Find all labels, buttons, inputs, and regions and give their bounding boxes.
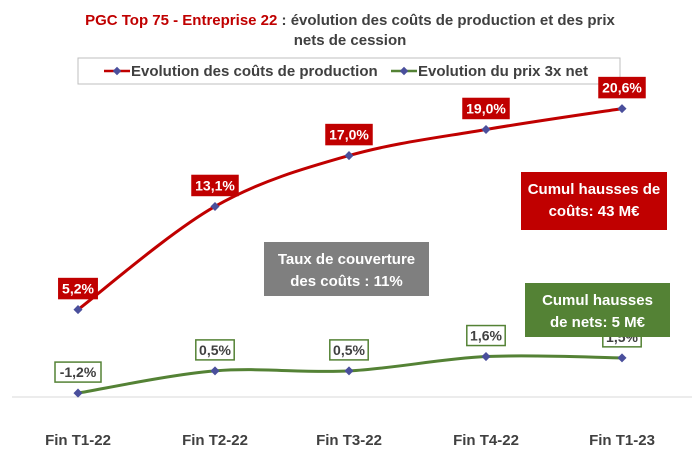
chart-title-line2: nets de cession [294, 32, 407, 49]
series-0-label-box-4 [598, 76, 646, 99]
legend-entry-1: Evolution du prix 3x net [418, 63, 588, 80]
series-1-label-box-0 [54, 361, 102, 383]
series-0-point-4 [617, 104, 627, 114]
series-0-label-3: 19,0% [466, 100, 506, 116]
series-0-point-2 [344, 151, 354, 161]
series-line-0 [76, 107, 624, 312]
series-1-label-box-2 [329, 339, 369, 361]
legend-marker-0 [112, 66, 122, 76]
series-line-1 [76, 354, 624, 395]
annotation-coverage-line-1: des coûts : 11% [290, 273, 403, 290]
series-0-label-0: 5,2% [62, 281, 94, 297]
series-1-label-3: 1,6% [470, 328, 502, 344]
series-0-label-box-3 [462, 97, 510, 120]
series-1-label-2: 0,5% [333, 342, 365, 358]
series-1-point-2 [344, 366, 354, 376]
annotation-cost-line-1: coûts: 43 M€ [549, 203, 641, 220]
annotation-coverage-line-0: Taux de couverture [278, 251, 415, 268]
category-label-3: Fin T4-22 [453, 432, 519, 449]
series-1-point-1 [210, 366, 220, 376]
chart-title-line1: PGC Top 75 - Entreprise 22 : évolution d… [85, 12, 615, 29]
legend-entry-0: Evolution des coûts de production [131, 63, 378, 80]
legend: Evolution des coûts de production Evoluti… [77, 57, 621, 85]
category-label-2: Fin T3-22 [316, 432, 382, 449]
series-0-label-box-1 [191, 174, 239, 197]
series-0-point-3 [481, 124, 491, 135]
annotation-cost-line-0: Cumul hausses de [528, 181, 661, 198]
legend-box [77, 57, 621, 85]
series-layer [73, 104, 627, 398]
annotation-nets-line-0: Cumul hausses [542, 292, 653, 309]
series-0-label-1: 13,1% [195, 177, 235, 193]
series-1-label-0: -1,2% [60, 364, 97, 380]
category-labels: Fin T1-22 Fin T2-22 Fin T3-22 Fin T4-22 Fin … [45, 432, 655, 449]
series-1-label-box-1 [195, 339, 235, 361]
annotation-nets-line-1: de nets: 5 M€ [550, 314, 646, 331]
series-1-point-4 [617, 353, 627, 363]
category-label-4: Fin T1-23 [589, 432, 655, 449]
series-0-label-box-0 [58, 277, 98, 300]
series-1-point-3 [481, 352, 491, 362]
annotations-layer: Cumul hausses de coûts: 43 M€ Taux de couv… [264, 172, 670, 337]
series-0-label-2: 17,0% [329, 127, 369, 143]
category-label-0: Fin T1-22 [45, 432, 111, 449]
series-1-label-box-3 [466, 324, 506, 347]
series-1-label-1: 0,5% [199, 342, 231, 358]
chart-title-rest: : évolution des coûts de production et d… [277, 12, 615, 29]
annotation-coverage-box [264, 242, 429, 296]
annotation-nets-box [525, 283, 670, 337]
chart-title-highlight: PGC Top 75 - Entreprise 22 [85, 12, 277, 29]
annotation-cost-box [521, 172, 667, 230]
legend-marker-1 [399, 66, 409, 76]
series-0-label-box-2 [325, 123, 373, 146]
category-label-1: Fin T2-22 [182, 432, 248, 449]
series-0-label-4: 20,6% [602, 80, 642, 96]
series-0-point-1 [210, 201, 220, 211]
series-1-point-0 [73, 388, 83, 398]
